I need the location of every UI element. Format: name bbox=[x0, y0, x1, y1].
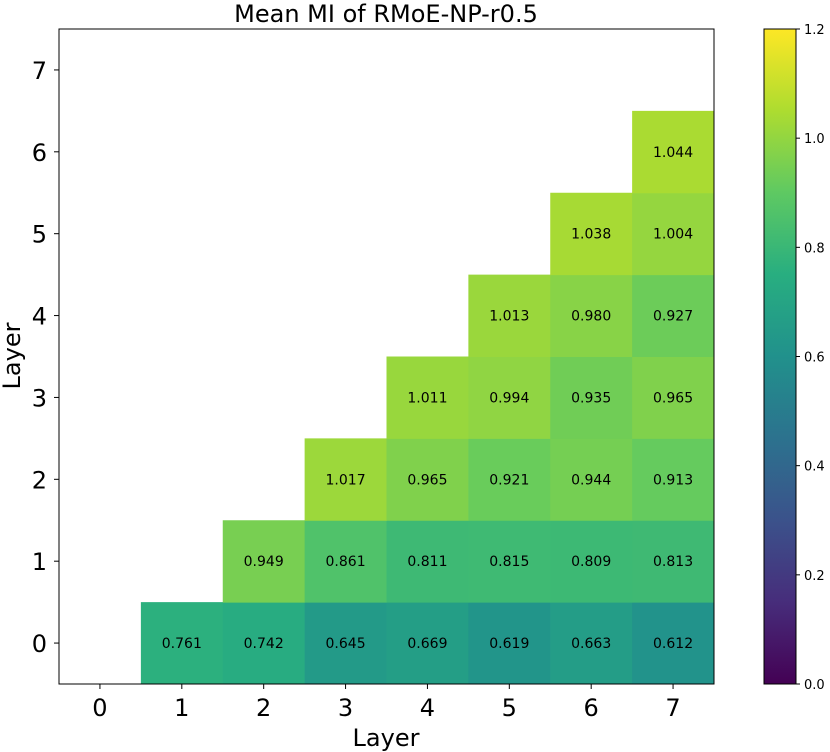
heatmap-cell bbox=[468, 602, 551, 685]
cell-value-label: 0.965 bbox=[407, 472, 447, 488]
x-tick-label: 4 bbox=[420, 694, 435, 722]
cell-value-label: 0.761 bbox=[162, 636, 202, 652]
cell-value-label: 0.944 bbox=[571, 472, 611, 488]
heatmap-cell bbox=[550, 438, 633, 521]
cell-value-label: 0.994 bbox=[489, 390, 529, 406]
heatmap-cell bbox=[468, 438, 551, 521]
chart-title: Mean MI of RMoE-NP-r0.5 bbox=[234, 0, 538, 28]
colorbar-tick-label: 0.0 bbox=[804, 678, 825, 693]
cell-value-label: 1.004 bbox=[653, 227, 693, 243]
colorbar-ticks: 0.0 0.2 0.4 0.6 0.8 1.0 1.2 bbox=[796, 23, 825, 693]
x-tick-label: 2 bbox=[256, 694, 271, 722]
x-tick-label: 5 bbox=[502, 694, 517, 722]
heatmap-cell bbox=[386, 356, 469, 439]
y-tick-label: 0 bbox=[32, 630, 47, 658]
cell-value-label: 0.811 bbox=[407, 554, 447, 570]
cell-value-label: 0.669 bbox=[407, 636, 447, 652]
y-tick-label: 5 bbox=[32, 221, 47, 249]
cell-value-label: 0.927 bbox=[653, 309, 693, 325]
heatmap-cell bbox=[550, 274, 633, 357]
colorbar-tick-label: 1.2 bbox=[804, 23, 825, 38]
colorbar-tick-label: 0.2 bbox=[804, 569, 825, 584]
x-tick-label: 0 bbox=[92, 694, 107, 722]
plot-frame bbox=[58, 28, 715, 685]
x-axis-ticks: 0 1 2 3 4 5 6 7 bbox=[92, 684, 681, 722]
cell-value-label: 0.935 bbox=[571, 390, 611, 406]
heatmap-cell bbox=[632, 438, 715, 521]
cell-value-label: 0.861 bbox=[326, 554, 366, 570]
cell-value-label: 0.913 bbox=[653, 472, 693, 488]
colorbar-tick-label: 1.0 bbox=[804, 132, 825, 147]
heatmap-cell bbox=[140, 602, 224, 685]
cell-value-label: 1.011 bbox=[407, 390, 447, 406]
heatmap-cell bbox=[632, 602, 715, 685]
heatmap-cell bbox=[550, 602, 633, 685]
heatmap-cell bbox=[386, 520, 469, 603]
x-tick-label: 3 bbox=[338, 694, 353, 722]
heatmap-cell bbox=[468, 274, 551, 357]
heatmap-cell bbox=[632, 192, 715, 276]
heatmap-cell bbox=[550, 356, 633, 439]
cell-value-label: 1.038 bbox=[571, 227, 611, 243]
y-tick-label: 6 bbox=[32, 139, 47, 167]
cell-value-label: 0.742 bbox=[244, 636, 284, 652]
cell-value-label: 0.949 bbox=[244, 554, 284, 570]
heatmap-cell bbox=[386, 438, 469, 521]
cell-value-label: 1.044 bbox=[653, 145, 693, 161]
x-tick-label: 1 bbox=[174, 694, 189, 722]
heatmap-cell bbox=[304, 438, 387, 521]
heatmap-cells bbox=[140, 110, 715, 685]
x-tick-label: 7 bbox=[665, 694, 680, 722]
cell-value-label: 0.813 bbox=[653, 554, 693, 570]
heatmap-cell bbox=[632, 110, 715, 194]
colorbar-tick-label: 0.4 bbox=[804, 460, 825, 475]
cell-value-label: 0.921 bbox=[489, 472, 529, 488]
y-axis-label: Layer bbox=[0, 322, 26, 389]
cell-value-label: 0.965 bbox=[653, 390, 693, 406]
heatmap-cell bbox=[632, 356, 715, 439]
y-tick-label: 2 bbox=[32, 466, 47, 494]
heatmap-cell-labels: 0.761 0.742 0.645 0.669 0.619 0.663 0.612 0.949… bbox=[162, 145, 693, 652]
cell-value-label: 0.663 bbox=[571, 636, 611, 652]
x-axis-label: Layer bbox=[353, 724, 420, 752]
heatmap-cell bbox=[222, 520, 306, 603]
heatmap-cell bbox=[632, 274, 715, 357]
heatmap-cell bbox=[304, 602, 387, 685]
y-tick-label: 3 bbox=[32, 384, 47, 412]
cell-value-label: 1.013 bbox=[489, 309, 529, 325]
heatmap-cell bbox=[550, 520, 633, 603]
colorbar-tick-label: 0.6 bbox=[804, 351, 825, 366]
colorbar-tick-label: 0.8 bbox=[804, 241, 825, 256]
heatmap-cell bbox=[222, 602, 306, 685]
cell-value-label: 1.017 bbox=[326, 472, 366, 488]
y-tick-label: 4 bbox=[32, 303, 47, 331]
cell-value-label: 0.612 bbox=[653, 636, 693, 652]
heatmap-cell bbox=[632, 520, 715, 603]
cell-value-label: 0.815 bbox=[489, 554, 529, 570]
heatmap-cell bbox=[304, 520, 387, 603]
heatmap-cell bbox=[550, 192, 633, 276]
cell-value-label: 0.980 bbox=[571, 309, 611, 325]
x-tick-label: 6 bbox=[584, 694, 599, 722]
cell-value-label: 0.809 bbox=[571, 554, 611, 570]
cell-value-label: 0.645 bbox=[326, 636, 366, 652]
y-tick-label: 1 bbox=[32, 548, 47, 576]
colorbar bbox=[764, 29, 796, 684]
y-axis-ticks: 0 1 2 3 4 5 6 7 bbox=[32, 57, 59, 658]
heatmap-cell bbox=[468, 356, 551, 439]
cell-value-label: 0.619 bbox=[489, 636, 529, 652]
heatmap-cell bbox=[386, 602, 469, 685]
heatmap-cell bbox=[468, 520, 551, 603]
y-tick-label: 7 bbox=[32, 57, 47, 85]
